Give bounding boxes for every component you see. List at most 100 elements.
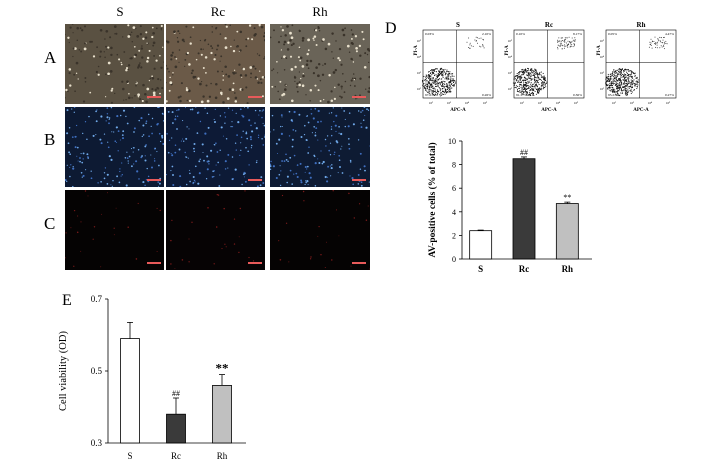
flow-plot-s: S 0.03% 2.10% 97.61% 0.26% PI-A APC-A 10² 10² 10³…: [414, 21, 494, 113]
micrograph-image: [166, 107, 265, 187]
y-axis-label: Cell viability (OD): [58, 331, 69, 411]
flow-y-tick: 10³: [417, 71, 421, 75]
scale-bar: [147, 96, 161, 98]
scale-bar: [248, 179, 262, 181]
flow-y-tick: 10²: [417, 87, 421, 91]
bar-rc: [166, 413, 186, 444]
x-category-label: S: [127, 451, 132, 460]
row-label-b: B: [44, 130, 56, 149]
x-category-label: Rh: [217, 451, 228, 460]
flow-plot-title: Rh: [637, 21, 646, 29]
flow-y-tick: 10⁵: [600, 39, 604, 43]
av-positive-chart: 0 2 4 6 8 10 S ## Rc ** Rh AV-positive cells (% of …: [427, 137, 592, 274]
quadrant-value: 95.21%: [608, 93, 619, 97]
significance-mark: **: [563, 193, 571, 202]
micrograph-image: [166, 190, 265, 270]
scale-bar: [352, 179, 366, 181]
flow-x-tick: 10²: [612, 101, 616, 105]
bar-s: [469, 230, 493, 260]
cell-viability-chart: 0.3 0.5 0.7 S ## Rc ** Rh Cell viability (OD): [58, 294, 246, 460]
flow-xlabel: APC-A: [450, 108, 466, 113]
flow-x-tick: 10²: [520, 101, 524, 105]
quadrant-value: 4.47%: [665, 32, 674, 36]
flow-x-tick: 10³: [630, 101, 634, 105]
row-label-c: C: [44, 214, 56, 233]
y-tick-label: 0: [452, 255, 456, 264]
column-label-rh: Rh: [312, 4, 328, 19]
quadrant-value: 0.05%: [608, 32, 617, 36]
flow-y-tick: 10³: [600, 71, 604, 75]
quadrant-value: 0.27%: [665, 93, 674, 97]
flow-x-tick: 10⁴: [648, 101, 653, 105]
quadrant-value: 0.10%: [516, 32, 525, 36]
flow-y-tick: 10⁴: [508, 55, 513, 59]
flow-x-tick: 10³: [538, 101, 542, 105]
flow-xlabel: APC-A: [541, 108, 557, 113]
micrograph-image: [270, 24, 370, 104]
flow-xlabel: APC-A: [633, 108, 649, 113]
panel-label-d: D: [385, 20, 397, 37]
flow-x-tick: 10²: [429, 101, 433, 105]
quadrant-value: 0.03%: [425, 32, 434, 36]
quadrant-value: 91.37%: [516, 93, 527, 97]
flow-y-tick: 10²: [600, 87, 604, 91]
scale-bar: [352, 262, 366, 264]
quadrant-value: 0.36%: [573, 93, 582, 97]
quadrant-value: 97.61%: [425, 93, 436, 97]
y-tick-label: 6: [452, 184, 456, 193]
column-label-rc: Rc: [210, 4, 226, 19]
x-category-label: S: [478, 264, 483, 274]
flow-x-tick: 10³: [447, 101, 451, 105]
micrograph-image: [65, 190, 164, 270]
micrograph-image: [65, 107, 164, 187]
significance-mark: ##: [172, 389, 180, 398]
row-label-a: A: [44, 48, 57, 67]
quadrant-value: 8.17%: [573, 32, 582, 36]
micrograph-image: [270, 107, 370, 187]
flow-cytometry-plots: S 0.03% 2.10% 97.61% 0.26% PI-A APC-A 10² 10² 10³…: [414, 21, 677, 113]
scale-bar: [248, 96, 262, 98]
significance-mark: ##: [520, 148, 528, 157]
flow-plot-title: Rc: [545, 21, 553, 29]
micrograph-image: [65, 24, 164, 104]
micrograph-image: [270, 190, 370, 270]
flow-plot-title: S: [456, 21, 460, 29]
panel-label-e: E: [62, 292, 72, 309]
flow-y-tick: 10³: [508, 71, 512, 75]
flow-plot-rc: Rc 0.10% 8.17% 91.37% 0.36% PI-A APC-A 10² 10² 10…: [505, 21, 585, 113]
scale-bar: [147, 179, 161, 181]
quadrant-value: 0.26%: [482, 93, 491, 97]
flow-y-tick: 10⁴: [417, 55, 422, 59]
y-tick-label: 8: [452, 161, 456, 170]
flow-x-tick: 10⁵: [666, 101, 670, 105]
x-category-label: Rc: [171, 451, 181, 460]
y-tick-label: 0.5: [91, 366, 103, 376]
flow-y-tick: 10⁵: [417, 39, 421, 43]
y-tick-label: 4: [452, 208, 456, 217]
scale-bar: [352, 96, 366, 98]
bar-rh: [212, 385, 232, 444]
y-tick-label: 0.7: [91, 294, 103, 304]
quadrant-value: 2.10%: [482, 32, 491, 36]
flow-ylabel: PI-A: [505, 45, 510, 56]
flow-y-tick: 10⁵: [508, 39, 512, 43]
y-tick-label: 2: [452, 231, 456, 240]
bar-rc: [512, 158, 536, 260]
flow-plot-rh: Rh 0.05% 4.47% 95.21% 0.27% PI-A APC-A 10² 10² 10…: [597, 21, 677, 113]
flow-x-tick: 10⁵: [574, 101, 578, 105]
flow-x-tick: 10⁴: [556, 101, 561, 105]
x-category-label: Rc: [519, 264, 530, 274]
y-axis-label: AV-positive cells (% of total): [427, 142, 438, 257]
flow-ylabel: PI-A: [597, 45, 602, 56]
column-label-s: S: [116, 4, 124, 19]
scale-bar: [248, 262, 262, 264]
y-tick-label: 0.3: [91, 438, 103, 448]
flow-x-tick: 10⁴: [465, 101, 470, 105]
flow-x-tick: 10⁵: [483, 101, 487, 105]
scale-bar: [147, 262, 161, 264]
flow-y-tick: 10²: [508, 87, 512, 91]
bar-s: [120, 338, 140, 444]
micrograph-image: [166, 24, 265, 104]
x-category-label: Rh: [562, 264, 574, 274]
significance-mark: **: [216, 361, 229, 376]
